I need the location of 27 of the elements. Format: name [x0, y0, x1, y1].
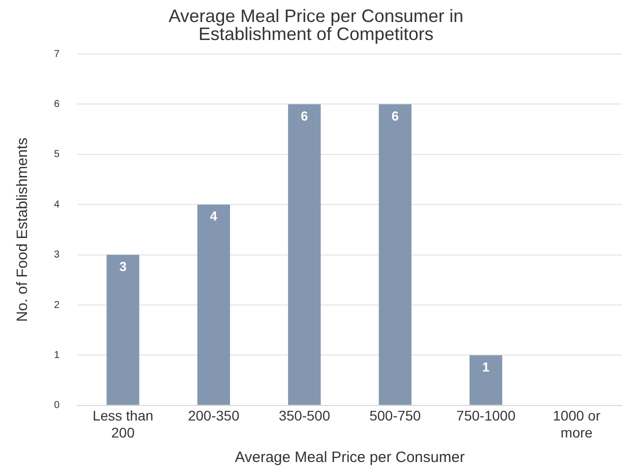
data-label: 6	[392, 108, 399, 124]
data-label: 1	[482, 359, 490, 374]
bar	[288, 104, 321, 405]
data-label: 4	[210, 208, 218, 224]
y-tick-label: 3	[54, 250, 60, 261]
x-tick-label: 350-500	[278, 408, 330, 424]
bar	[378, 104, 412, 405]
y-tick-label: 4	[54, 199, 60, 210]
chart-title: Average Meal Price per Consumer in Establishment of Competitors	[168, 6, 464, 44]
bar	[470, 355, 502, 405]
y-tick-label: 1	[54, 350, 60, 361]
y-tick-label: 0	[54, 400, 60, 412]
y-tick-label: 2	[54, 300, 60, 311]
x-tick-label: 1000 or more	[552, 408, 601, 440]
bar	[106, 254, 140, 405]
x-tick-label: 750-1000	[456, 408, 516, 424]
x-tick-label: 500-750	[369, 408, 422, 424]
data-label: 6	[300, 108, 308, 124]
x-tick-label: Less than 200	[92, 408, 154, 440]
x-tick-label: 200-350	[188, 408, 240, 424]
y-tick-label: 6	[54, 98, 60, 110]
data-label: 3	[119, 258, 127, 274]
y-tick-label: 7	[54, 48, 60, 60]
y-axis-title: No. of Food Establishments	[14, 138, 32, 322]
bar	[197, 204, 230, 405]
y-tick-label: 5	[54, 149, 60, 160]
x-axis-title: Average Meal Price per Consumer	[234, 449, 465, 466]
